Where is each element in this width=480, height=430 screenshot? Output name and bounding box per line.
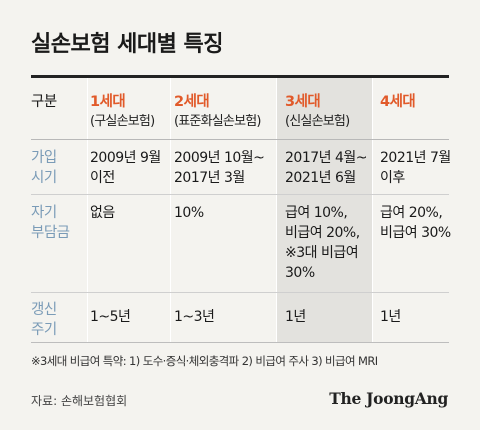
cell-line: 1년 [285,309,306,325]
highlight-column-3rd-gen [276,78,372,342]
row-label-line: 시기 [31,170,57,186]
gen-subtitle: (구실손보험) [90,114,155,129]
header-label: 구분 [31,94,57,110]
row-label-line: 주기 [31,322,57,338]
footnote: ※3세대 비급여 특약: 1) 도수·증식·체외충격파 2) 비급여 주사 3)… [31,354,378,368]
cell-line: 2017년 4월~ [285,150,367,166]
header-gen-1: 1세대 (구실손보험) [90,92,155,132]
cell-line: 10% [174,205,204,221]
row-label-line: 가입 [31,150,57,166]
cell-renewal-gen1: 1~5년 [90,307,131,327]
table-bottom-rule [31,342,449,343]
cell-line: 2021년 6월 [285,170,356,186]
gen-subtitle: (표준화실손보험) [174,114,261,129]
cell-line: 이전 [90,170,115,186]
row-divider [31,139,449,140]
header-gen-4: 4세대 [380,92,416,112]
cell-line: 이후 [380,170,405,186]
cell-join-gen4: 2021년 7월 이후 [380,148,451,188]
cell-line: ※3대 비급여 [285,245,359,261]
cell-line: 비급여 20%, [285,225,360,241]
row-divider [31,194,449,195]
row-label-join-period: 가입 시기 [31,148,57,188]
column-divider [276,78,277,342]
cell-line: 1년 [380,309,401,325]
cell-renewal-gen4: 1년 [380,307,401,327]
cell-deductible-gen3: 급여 10%, 비급여 20%, ※3대 비급여 30% [285,203,360,283]
row-divider [31,292,449,293]
row-label-line: 부담금 [31,225,70,241]
cell-line: 급여 10%, [285,205,348,221]
cell-join-gen3: 2017년 4월~ 2021년 6월 [285,148,367,188]
header-gen-2: 2세대 (표준화실손보험) [174,92,261,132]
cell-line: 2009년 10월~ [174,150,265,166]
gen-name: 4세대 [380,94,416,110]
cell-line: 급여 20%, [380,205,443,221]
row-label-deductible: 자기 부담금 [31,203,70,243]
cell-deductible-gen1: 없음 [90,203,115,223]
source-credit: 자료: 손해보험협회 [31,394,128,408]
gen-name: 1세대 [90,94,126,110]
cell-renewal-gen3: 1년 [285,307,306,327]
row-label-line: 자기 [31,205,57,221]
cell-deductible-gen2: 10% [174,203,204,223]
cell-line: 비급여 30% [380,225,451,241]
cell-line: 30% [285,265,315,281]
gen-name: 3세대 [285,94,321,110]
cell-line: 2017년 3월 [174,170,245,186]
gen-name: 2세대 [174,94,210,110]
header-gen-3: 3세대 (신실손보험) [285,92,350,132]
title-rule [31,75,449,78]
cell-line: 없음 [90,205,115,221]
cell-renewal-gen2: 1~3년 [174,307,215,327]
row-label-line: 갱신 [31,302,57,318]
column-divider [372,78,373,342]
cell-join-gen1: 2009년 9월 이전 [90,148,161,188]
cell-join-gen2: 2009년 10월~ 2017년 3월 [174,148,265,188]
cell-line: 2021년 7월 [380,150,451,166]
brand-logo: The JoongAng [329,389,448,408]
column-divider [170,78,171,342]
cell-line: 2009년 9월 [90,150,161,166]
column-divider [87,78,88,342]
cell-deductible-gen4: 급여 20%, 비급여 30% [380,203,451,243]
infographic-title: 실손보험 세대별 특징 [31,32,223,57]
row-label-renewal: 갱신 주기 [31,300,57,340]
cell-line: 1~5년 [90,309,131,325]
cell-line: 1~3년 [174,309,215,325]
gen-subtitle: (신실손보험) [285,114,350,129]
